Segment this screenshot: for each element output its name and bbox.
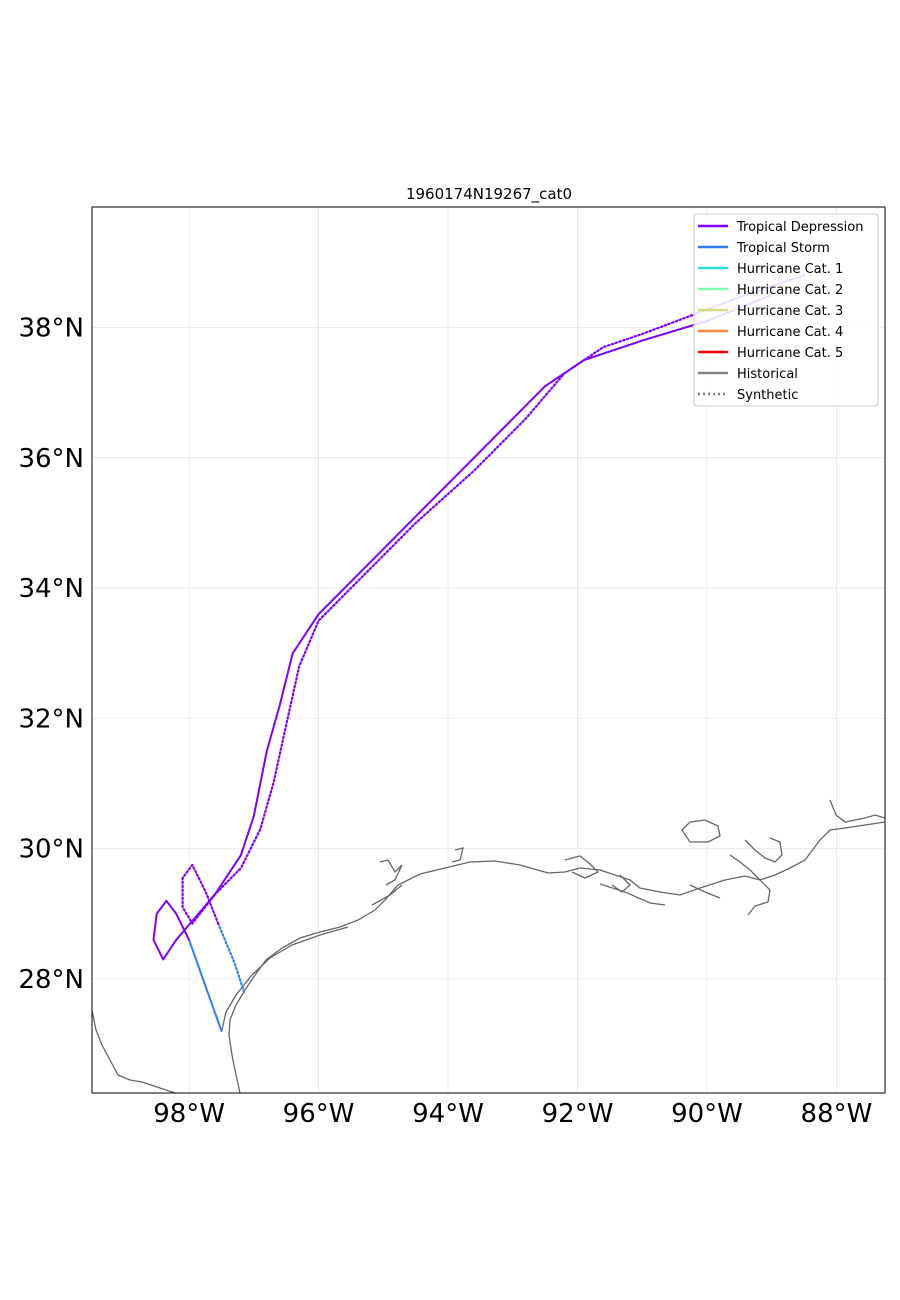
x-tick-label: 88°W [801, 1099, 873, 1129]
gridlines [92, 207, 885, 1093]
historical-track-segment [152, 293, 773, 961]
legend-box [693, 213, 879, 407]
legend-label: Hurricane Cat. 3 [737, 304, 843, 319]
plot-frame [91, 206, 886, 1094]
coastline-bays [379, 837, 783, 916]
x-tick-label: 96°W [283, 1099, 355, 1129]
y-tick-label: 32°N [18, 704, 84, 734]
synthetic-track-segment [181, 274, 806, 925]
y-tick-label: 38°N [18, 314, 84, 344]
legend: Tropical Depression Tropical Storm Hurrica… [693, 213, 879, 407]
y-tick-label: 30°N [18, 835, 84, 865]
legend-label: Tropical Depression [736, 220, 863, 235]
historical-track-segment [188, 938, 223, 1033]
latitude-axis: 28°N 30°N 32°N 34°N 36°N 38°N [18, 314, 84, 995]
x-tick-label: 98°W [153, 1099, 225, 1129]
legend-label: Historical [737, 367, 798, 382]
coastlines [92, 799, 885, 1093]
legend-label: Hurricane Cat. 5 [737, 346, 843, 361]
lake-pontchartrain [681, 819, 721, 843]
longitude-axis: 98°W 96°W 94°W 92°W 90°W 88°W [153, 1099, 872, 1129]
storm-tracks [152, 274, 806, 1033]
y-tick-label: 36°N [18, 444, 84, 474]
legend-label: Tropical Storm [736, 241, 830, 256]
synthetic-track-segment [217, 922, 246, 994]
map-title: 1960174N19267_cat0 [406, 185, 572, 204]
legend-label: Hurricane Cat. 1 [737, 262, 843, 277]
x-tick-label: 92°W [542, 1099, 614, 1129]
legend-label: Hurricane Cat. 2 [737, 283, 843, 298]
coastline-mexico [92, 1009, 176, 1093]
coastline-barrier-islands [221, 883, 721, 1031]
x-tick-label: 90°W [671, 1099, 743, 1129]
legend-label: Synthetic [737, 388, 798, 403]
y-tick-label: 28°N [18, 965, 84, 995]
coastline-gulf [228, 821, 885, 1093]
y-tick-label: 34°N [18, 574, 84, 604]
x-tick-label: 94°W [412, 1099, 484, 1129]
legend-label: Hurricane Cat. 4 [737, 325, 843, 340]
coastline-east-la [829, 799, 885, 823]
